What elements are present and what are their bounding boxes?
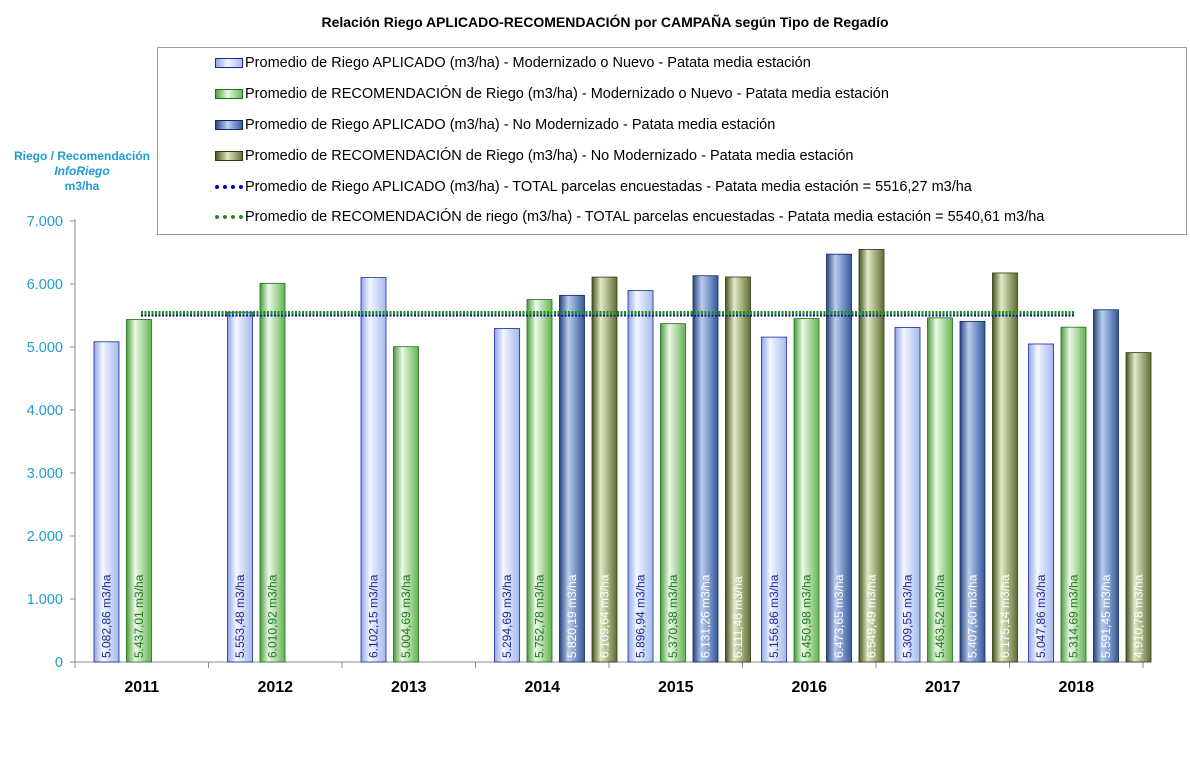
bar-light-blue: [360, 277, 387, 663]
bar-data-label: 5.450,98 m3/ha: [800, 574, 814, 658]
bar-data-label: 6.109,64 m3/ha: [598, 574, 612, 658]
bar-light-blue: [93, 341, 120, 663]
bar-data-label: 5.896,94 m3/ha: [634, 574, 648, 658]
x-tick-label: 2015: [658, 679, 694, 696]
y-tick-label: 2.000: [27, 529, 63, 545]
bar-data-label: 6.175,14 m3/ha: [998, 574, 1012, 658]
x-tick-label: 2017: [925, 679, 961, 696]
bar-light-blue: [627, 290, 654, 663]
legend-item-total-aplicado: Promedio de Riego APLICADO (m3/ha) - TOT…: [158, 177, 972, 197]
bar-data-label: 5.004,69 m3/ha: [399, 574, 413, 658]
y-tick-label: 7.000: [27, 214, 63, 230]
y-tick-label: 1.000: [27, 592, 63, 608]
x-tick-label: 2012: [257, 679, 293, 696]
bar-light-blue: [761, 336, 787, 663]
legend-label: Promedio de Riego APLICADO (m3/ha) - TOT…: [245, 179, 972, 195]
legend-label: Promedio de RECOMENDACIÓN de Riego (m3/h…: [245, 86, 889, 102]
bar-dark-green: [591, 276, 618, 663]
legend-item-total-recomendacion: Promedio de RECOMENDACIÓN de riego (m3/h…: [158, 207, 1044, 227]
legend-line-green: [215, 215, 243, 219]
y-axis-label-line-2: InfoRiego: [54, 164, 110, 178]
bar-light-blue: [894, 327, 921, 663]
bar-data-label: 5.294,69 m3/ha: [500, 574, 514, 658]
bar-data-label: 5.553,48 m3/ha: [233, 574, 247, 658]
bar-data-label: 5.082,86 m3/ha: [100, 574, 114, 658]
bar-dark-green: [1125, 352, 1152, 663]
y-tick-label: 0: [55, 655, 63, 671]
bar-data-label: 6.131,26 m3/ha: [699, 574, 713, 658]
legend-item-recomendacion-no-modernizado: Promedio de RECOMENDACIÓN de Riego (m3/h…: [158, 146, 853, 166]
bar-data-label: 5.047,86 m3/ha: [1034, 574, 1048, 658]
bar-light-green: [793, 318, 820, 663]
bar-data-label: 5.309,55 m3/ha: [901, 574, 915, 658]
bar-data-label: 5.437,01 m3/ha: [132, 574, 146, 658]
legend-item-aplicado-no-modernizado: Promedio de Riego APLICADO (m3/ha) - No …: [158, 115, 775, 135]
bar-data-label: 6.010,92 m3/ha: [266, 574, 280, 658]
bar-data-label: 5.407,60 m3/ha: [966, 574, 980, 658]
bar-light-green: [660, 323, 686, 663]
legend-label: Promedio de RECOMENDACIÓN de riego (m3/h…: [245, 209, 1045, 225]
chart-title: Relación Riego APLICADO-RECOMENDACIÓN po…: [321, 14, 889, 30]
bar-light-blue: [1028, 343, 1054, 663]
y-axis-label: Riego / Recomendación InfoRiego m3/ha: [2, 149, 162, 194]
y-tick-label: 6.000: [27, 277, 63, 293]
bar-dark-blue: [959, 320, 986, 663]
bar-dark-blue: [692, 275, 719, 663]
x-tick-label: 2016: [791, 679, 827, 696]
bar-dark-blue: [1093, 309, 1119, 663]
bar-dark-green: [858, 248, 885, 663]
bar-data-label: 6.549,49 m3/ha: [865, 574, 879, 658]
x-tick-label: 2018: [1058, 679, 1094, 696]
legend-swatch-dark-blue: [215, 120, 243, 130]
legend-item-recomendacion-modernizado: Promedio de RECOMENDACIÓN de Riego (m3/h…: [158, 84, 889, 104]
bar-light-green: [259, 282, 286, 663]
bar-light-blue: [494, 328, 520, 663]
y-axis-label-line-3: m3/ha: [64, 179, 100, 193]
bar-dark-green: [725, 276, 751, 663]
legend-label: Promedio de Riego APLICADO (m3/ha) - Mod…: [245, 55, 811, 71]
legend-line-blue: [215, 185, 243, 189]
bar-data-label: 5.370,38 m3/ha: [666, 574, 680, 658]
bar-data-label: 6.111,46 m3/ha: [731, 576, 745, 658]
bar-data-label: 6.102,15 m3/ha: [367, 574, 381, 658]
x-tick-label: 2013: [391, 679, 427, 696]
legend-label: Promedio de RECOMENDACIÓN de Riego (m3/h…: [245, 148, 854, 164]
x-tick-label: 2011: [124, 679, 159, 696]
bar-light-green: [126, 319, 152, 663]
legend-swatch-light-blue: [215, 58, 243, 68]
bar-light-blue: [227, 311, 253, 663]
bar-light-green: [927, 317, 953, 663]
legend-swatch-dark-green: [215, 151, 243, 161]
bar-data-label: 5.314,69 m3/ha: [1067, 574, 1081, 658]
bar-dark-blue: [559, 294, 585, 663]
bar-data-label: 6.473,65 m3/ha: [832, 574, 846, 658]
bar-light-green: [393, 346, 419, 663]
bar-light-green: [526, 299, 553, 663]
y-tick-label: 5.000: [27, 340, 63, 356]
bar-dark-blue: [826, 253, 852, 663]
bar-data-label: 5.463,52 m3/ha: [933, 574, 947, 658]
y-tick-label: 3.000: [27, 466, 63, 482]
bar-data-label: 5.156,86 m3/ha: [767, 574, 781, 658]
bar-data-label: 4.910,78 m3/ha: [1132, 574, 1146, 658]
bar-data-label: 5.591,45 m3/ha: [1099, 574, 1113, 658]
chart-legend: Promedio de Riego APLICADO (m3/ha) - Mod…: [157, 47, 1187, 235]
legend-item-aplicado-modernizado: Promedio de Riego APLICADO (m3/ha) - Mod…: [158, 53, 811, 73]
bar-data-label: 5.752,78 m3/ha: [533, 574, 547, 658]
x-tick-label: 2014: [524, 679, 560, 696]
bar-light-green: [1060, 326, 1087, 663]
legend-swatch-light-green: [215, 89, 243, 99]
legend-label: Promedio de Riego APLICADO (m3/ha) - No …: [245, 117, 776, 133]
y-tick-label: 4.000: [27, 403, 63, 419]
bar-dark-green: [992, 272, 1018, 663]
bar-data-label: 5.820,19 m3/ha: [565, 574, 579, 658]
y-axis-label-line-1: Riego / Recomendación: [13, 149, 151, 163]
